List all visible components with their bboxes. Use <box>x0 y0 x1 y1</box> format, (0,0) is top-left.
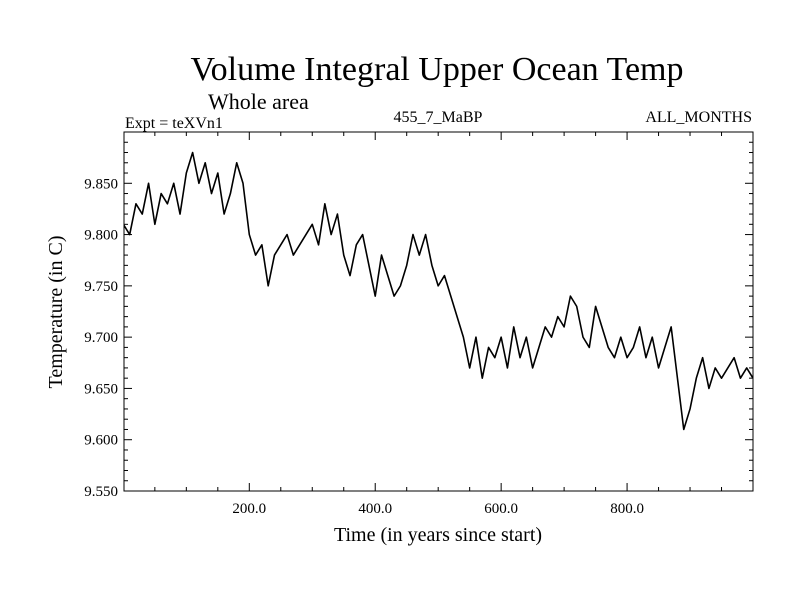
run-label: 455_7_MaBP <box>394 109 483 126</box>
plot-lines <box>124 151 753 431</box>
y-tick-label: 9.700 <box>84 330 118 346</box>
y-tick-label: 9.800 <box>84 228 118 244</box>
x-tick-label: 600.0 <box>484 501 518 517</box>
months-label: ALL_MONTHS <box>645 109 752 126</box>
x-axis-label: Time (in years since start) <box>334 524 542 546</box>
y-tick-label: 9.600 <box>84 433 118 449</box>
x-axis-ticks <box>154 132 723 491</box>
chart-title: Volume Integral Upper Ocean Temp <box>191 51 684 88</box>
chart-subtitle: Whole area <box>208 89 309 114</box>
y-axis-ticks <box>124 141 753 482</box>
y-axis-tick-labels: 9.550 9.600 9.650 9.700 9.750 9.800 9.850 <box>84 176 118 500</box>
x-tick-label: 400.0 <box>358 501 392 517</box>
y-tick-label: 9.750 <box>84 279 118 295</box>
y-tick-label: 9.550 <box>84 484 118 500</box>
x-tick-label: 800.0 <box>610 501 644 517</box>
y-axis-label: Temperature (in C) <box>45 236 67 389</box>
x-tick-label: 200.0 <box>232 501 266 517</box>
expt-label: Expt = teXVn1 <box>125 115 223 132</box>
plot-frame <box>123 131 754 492</box>
x-axis-tick-labels: 200.0 400.0 600.0 800.0 <box>232 501 644 517</box>
y-tick-label: 9.850 <box>84 176 118 192</box>
y-tick-label: 9.650 <box>84 381 118 397</box>
series-line <box>124 151 753 431</box>
